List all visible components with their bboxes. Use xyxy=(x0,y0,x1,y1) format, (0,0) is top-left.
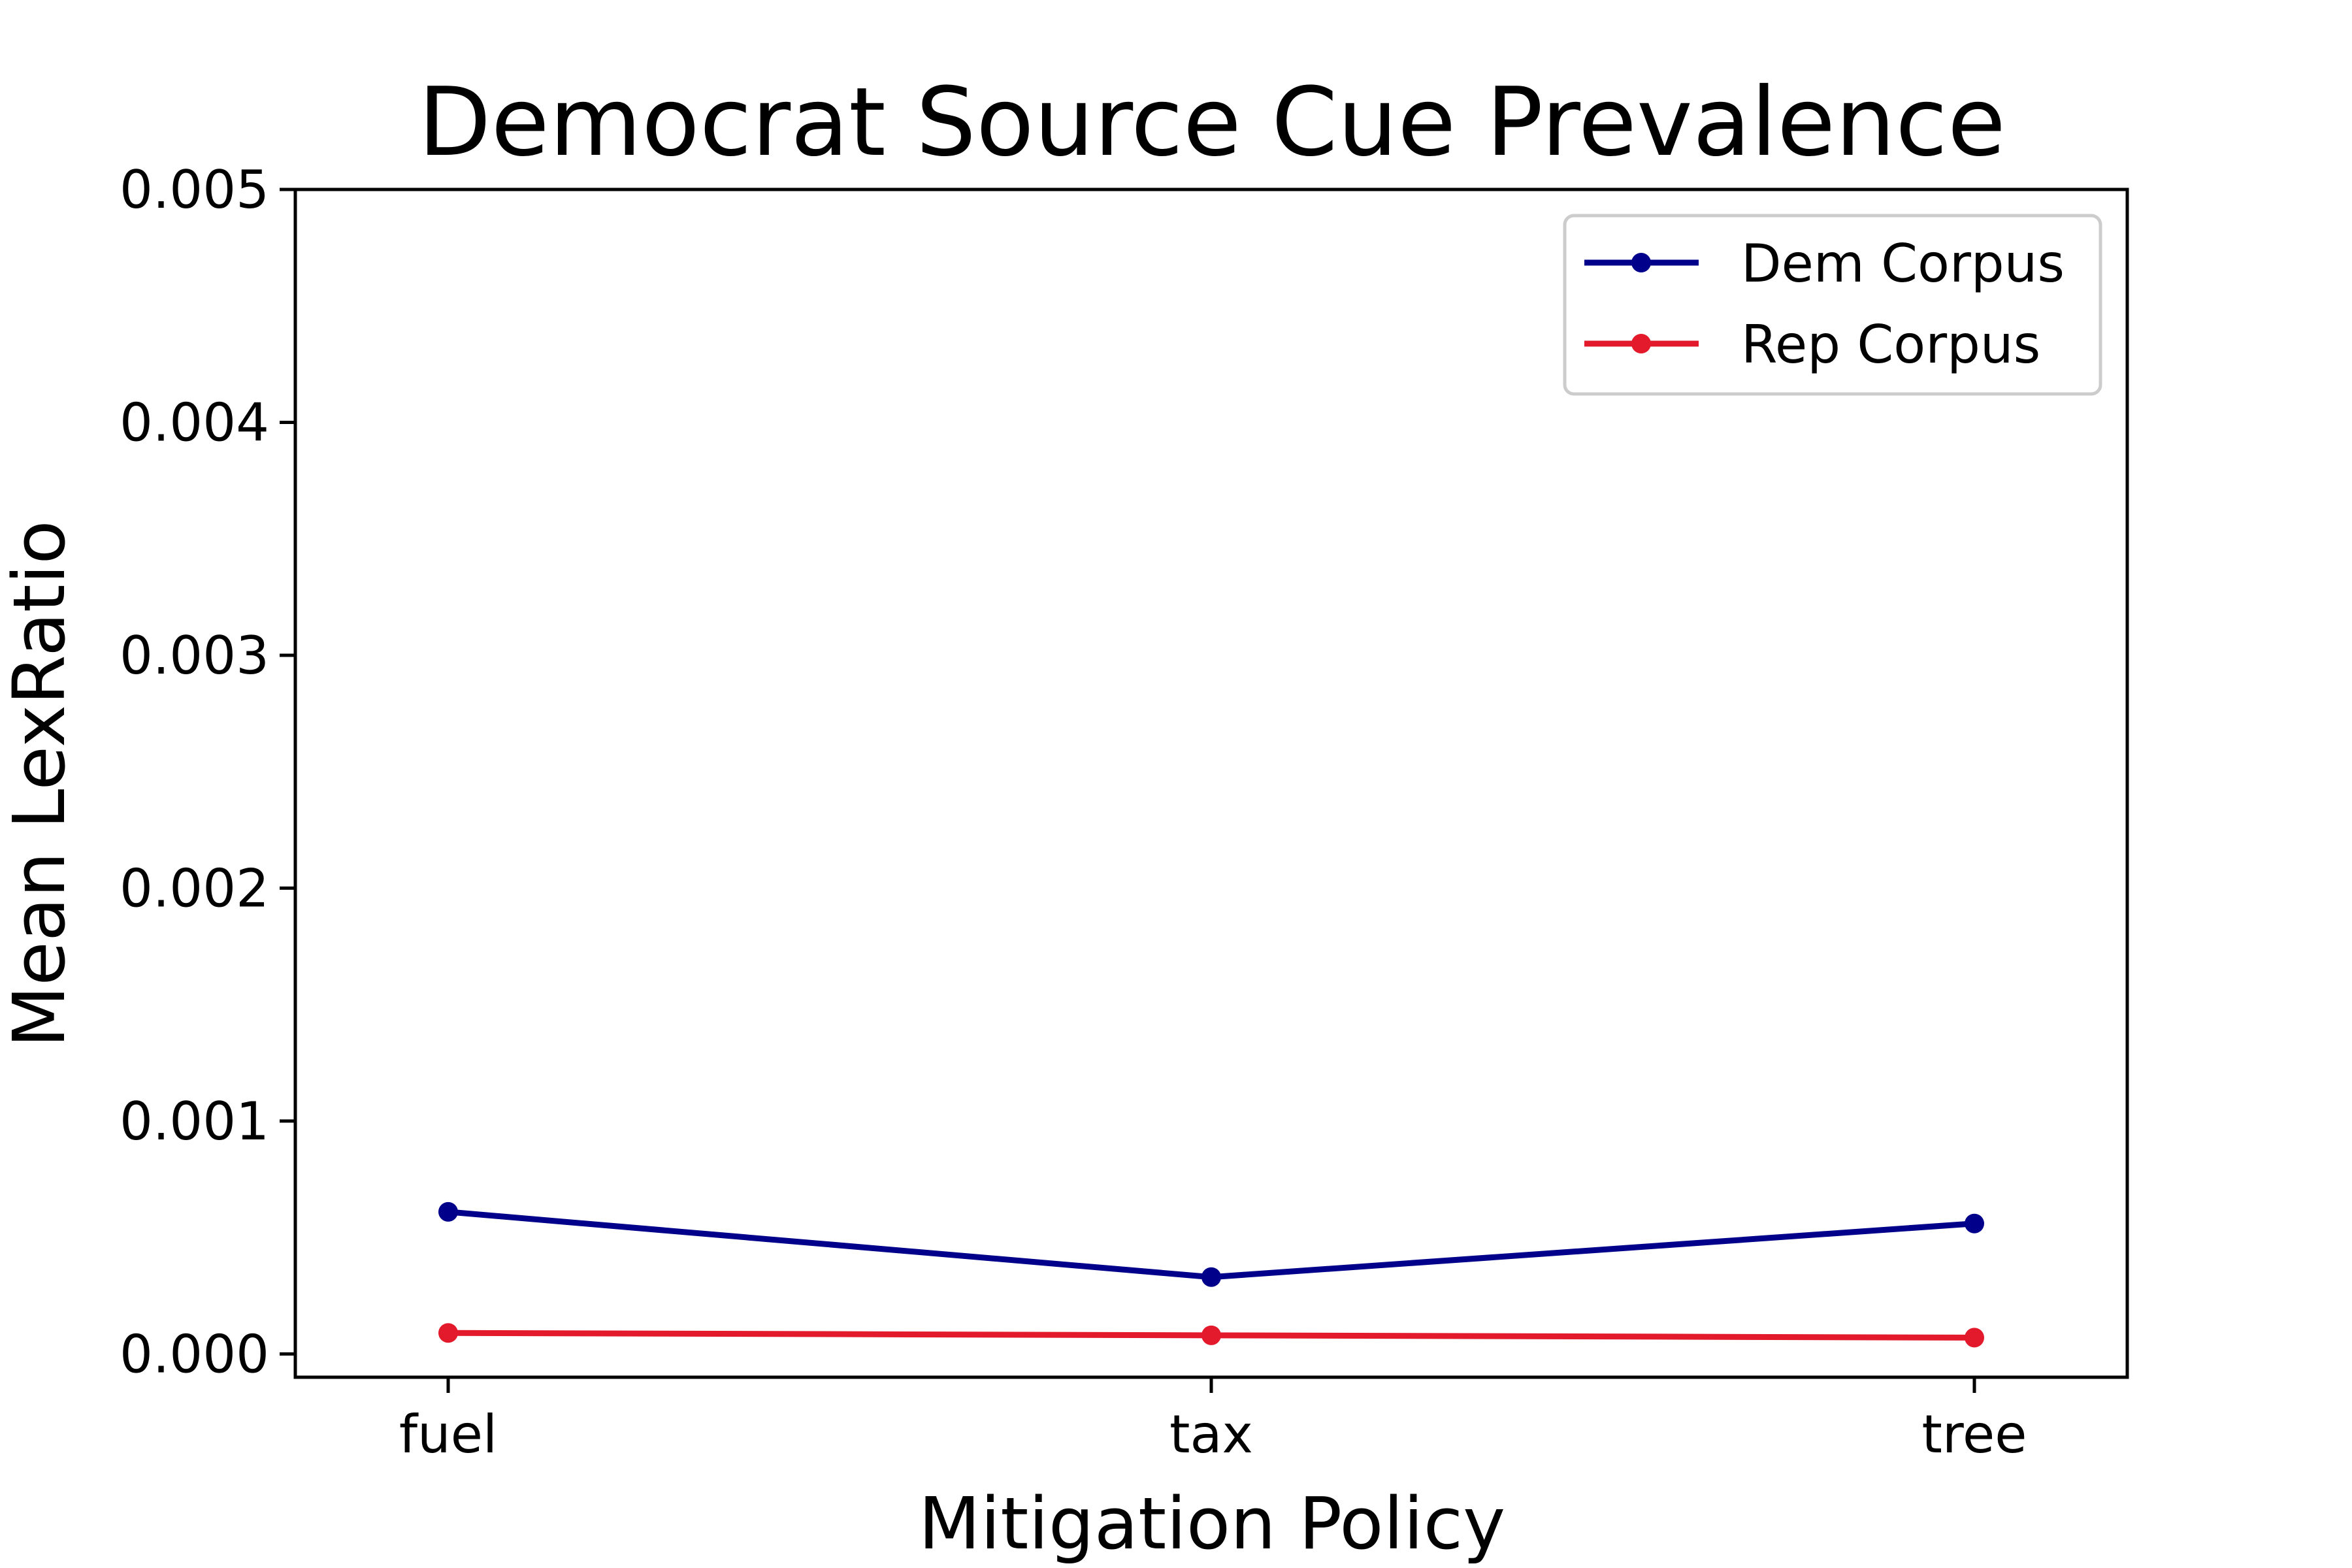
data-point xyxy=(1965,1328,1984,1348)
data-point xyxy=(438,1323,458,1343)
data-point xyxy=(1201,1267,1221,1287)
chart-title: Democrat Source Cue Prevalence xyxy=(418,67,2006,178)
x-tick-label: fuel xyxy=(399,1404,497,1465)
y-axis-ticks: 0.000 0.001 0.002 0.003 0.004 0.005 xyxy=(120,159,295,1384)
y-axis-label: Mean LexRatio xyxy=(0,520,81,1047)
legend-swatch-marker xyxy=(1631,253,1651,272)
y-tick-label: 0.004 xyxy=(120,392,269,453)
y-tick-label: 0.003 xyxy=(120,625,269,686)
y-tick-label: 0.000 xyxy=(120,1324,269,1384)
x-axis-ticks: fuel tax tree xyxy=(399,1377,2027,1465)
y-tick-label: 0.002 xyxy=(120,858,269,919)
series-0 xyxy=(438,1201,1984,1287)
y-tick-label: 0.001 xyxy=(120,1091,269,1152)
data-point xyxy=(438,1201,458,1222)
y-tick-label: 0.005 xyxy=(120,159,269,220)
x-axis-label: Mitigation Policy xyxy=(919,1482,1505,1565)
data-point xyxy=(1965,1213,1984,1233)
legend: Dem Corpus Rep Corpus xyxy=(1563,214,2102,396)
legend-entries: Dem Corpus Rep Corpus xyxy=(1584,233,2065,375)
legend-swatch-marker xyxy=(1631,334,1651,353)
series-layer xyxy=(438,1201,1984,1348)
series-1 xyxy=(438,1323,1984,1348)
legend-label: Dem Corpus xyxy=(1741,233,2065,294)
x-tick-label: tree xyxy=(1922,1404,2027,1465)
legend-label: Rep Corpus xyxy=(1741,314,2040,375)
data-point xyxy=(1201,1325,1221,1345)
x-tick-label: tax xyxy=(1169,1404,1253,1465)
